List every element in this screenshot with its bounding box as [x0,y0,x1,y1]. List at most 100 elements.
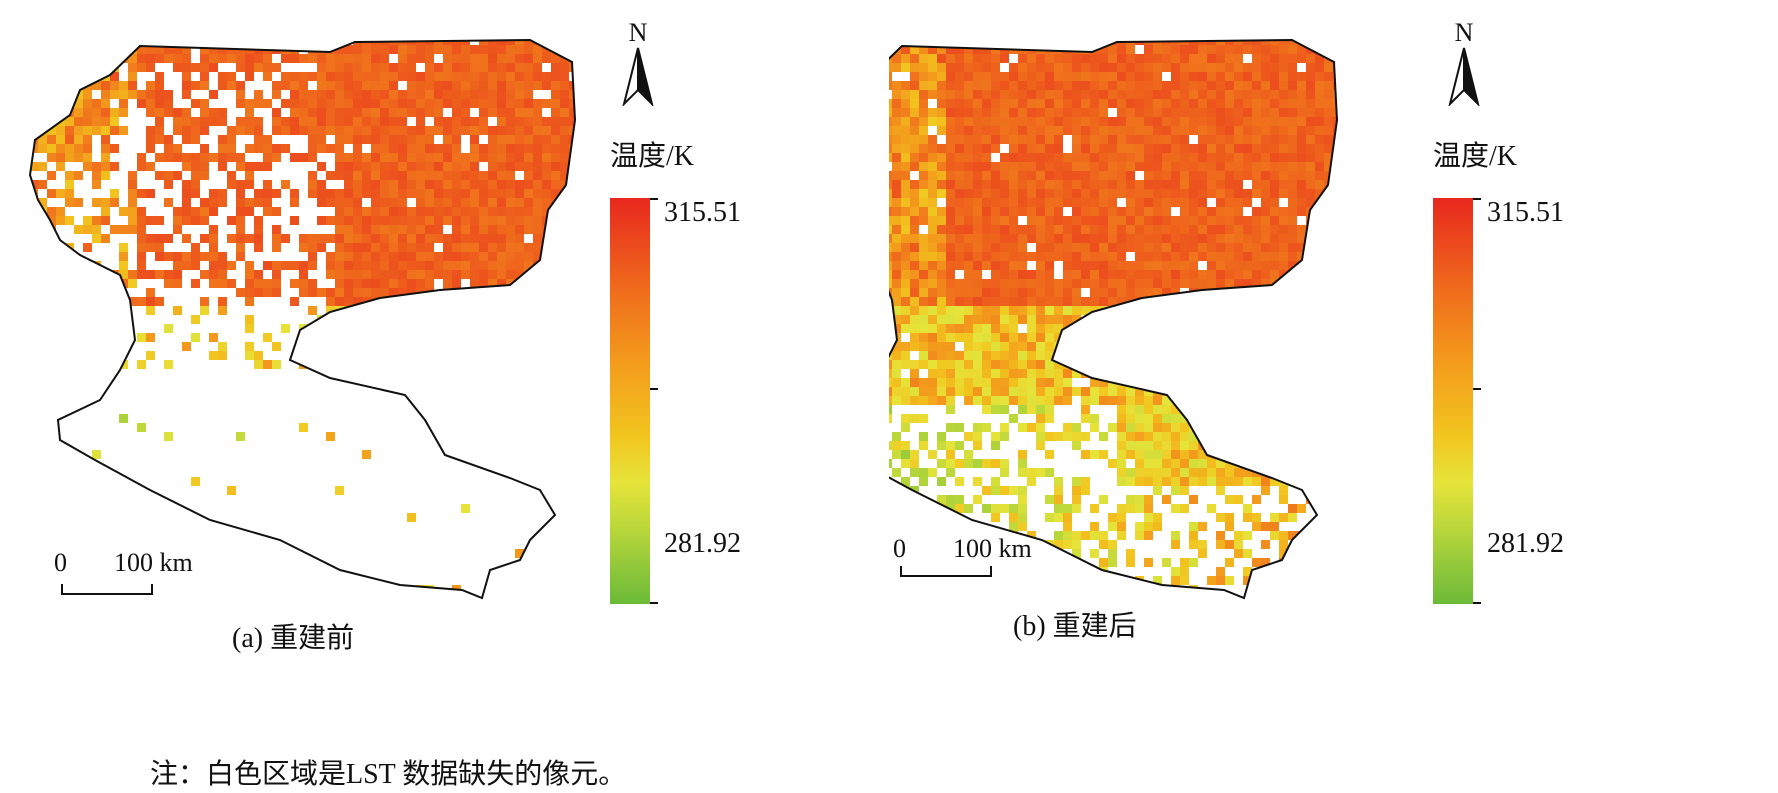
lst-pixel [560,324,569,333]
lst-pixel [1360,441,1369,450]
lst-pixel [1261,333,1270,342]
lst-pixel [1099,495,1108,504]
lst-pixel [1225,279,1234,288]
lst-pixel [74,135,83,144]
lst-pixel [1324,108,1333,117]
lst-pixel [461,504,470,513]
lst-pixel [110,72,119,81]
lst-pixel [587,108,596,117]
lst-pixel [1225,234,1234,243]
lst-pixel [1054,495,1063,504]
lst-pixel [1270,378,1279,387]
lst-pixel [1279,342,1288,351]
lst-pixel [38,45,47,54]
lst-pixel [470,324,479,333]
lst-pixel [1054,378,1063,387]
lst-pixel [1045,54,1054,63]
lst-pixel [38,198,47,207]
lst-pixel [488,153,497,162]
lst-pixel [910,207,919,216]
lst-pixel [1387,261,1396,270]
lst-pixel [344,153,353,162]
lst-pixel [452,171,461,180]
lst-pixel [1369,189,1378,198]
lst-pixel [1063,63,1072,72]
lst-pixel [1243,171,1252,180]
lst-pixel [425,324,434,333]
lst-pixel [371,243,380,252]
lst-pixel [1000,90,1009,99]
lst-pixel [1036,54,1045,63]
lst-pixel [119,126,128,135]
lst-pixel [461,243,470,252]
lst-pixel [1396,270,1405,279]
lst-pixel [1117,252,1126,261]
lst-pixel [1000,405,1009,414]
lst-pixel [92,63,101,72]
lst-pixel [955,351,964,360]
lst-pixel [488,72,497,81]
lst-pixel [1369,99,1378,108]
lst-pixel [928,108,937,117]
lst-pixel [1108,360,1117,369]
lst-pixel [1252,333,1261,342]
lst-pixel [1243,360,1252,369]
lst-pixel [991,117,1000,126]
lst-pixel [263,261,272,270]
lst-pixel [1018,198,1027,207]
lst-pixel [1306,405,1315,414]
lst-pixel [155,54,164,63]
lst-pixel [1387,378,1396,387]
lst-pixel [1315,342,1324,351]
lst-pixel [982,117,991,126]
lst-pixel [946,108,955,117]
lst-pixel [128,225,137,234]
lst-pixel [1108,279,1117,288]
lst-pixel [317,40,326,45]
lst-pixel [30,225,38,234]
lst-pixel [1234,396,1243,405]
lst-pixel [1126,288,1135,297]
lst-pixel [524,54,533,63]
lst-pixel [506,180,515,189]
lst-pixel [1153,189,1162,198]
lst-pixel [1333,450,1337,459]
lst-pixel [901,495,910,504]
lst-pixel [1027,126,1036,135]
lst-pixel [452,324,461,333]
lst-pixel [928,468,937,477]
lst-pixel [946,333,955,342]
lst-pixel [1225,135,1234,144]
lst-pixel [1288,369,1297,378]
lst-pixel [218,198,227,207]
lst-pixel [344,252,353,261]
lst-pixel [901,90,910,99]
lst-pixel [1009,369,1018,378]
lst-pixel [1108,315,1117,324]
lst-pixel [236,90,245,99]
lst-pixel [892,126,901,135]
lst-pixel [1261,477,1270,486]
lst-pixel [56,40,65,45]
lst-pixel [889,81,892,90]
lst-pixel [1171,162,1180,171]
lst-pixel [1234,432,1243,441]
lst-pixel [1189,333,1198,342]
lst-pixel [416,234,425,243]
lst-pixel [470,162,479,171]
lst-pixel [389,72,398,81]
lst-pixel [479,198,488,207]
lst-pixel [497,270,506,279]
lst-pixel [380,108,389,117]
lst-pixel [1252,108,1261,117]
lst-pixel [964,45,973,54]
lst-pixel [488,342,497,351]
lst-pixel [910,504,919,513]
lst-pixel [1270,216,1279,225]
lst-pixel [1243,144,1252,153]
lst-pixel [1207,324,1216,333]
lst-pixel [1234,81,1243,90]
lst-pixel [371,261,380,270]
lst-pixel [1135,333,1144,342]
lst-pixel [910,315,919,324]
